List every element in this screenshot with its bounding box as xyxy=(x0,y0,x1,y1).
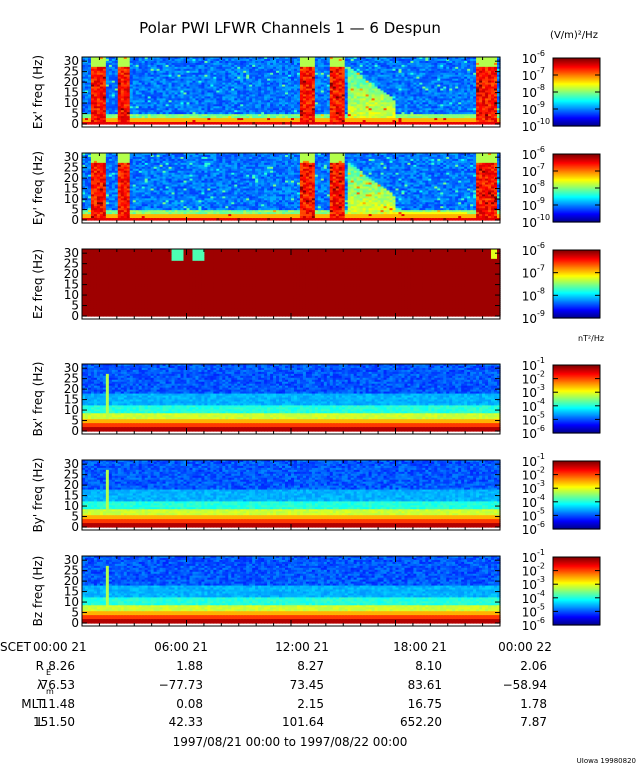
heatmap-cells xyxy=(82,57,501,125)
magnetic-units-label: nT²/Hz xyxy=(578,334,604,343)
figure-title: Polar PWI LFWR Channels 1 — 6 Despun xyxy=(139,19,441,37)
electric-units-label: (V/m)²/Hz xyxy=(550,30,598,41)
